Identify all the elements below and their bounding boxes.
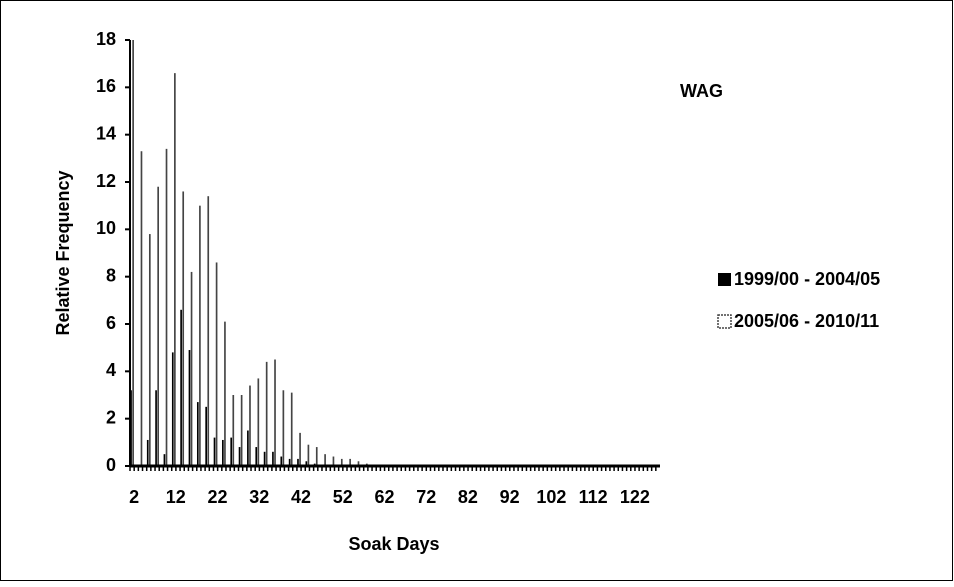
y-axis-title: Relative Frequency [53,170,73,335]
bar [163,454,166,466]
legend-marker [717,314,732,329]
bar [157,186,160,466]
x-tick-label: 12 [166,487,186,507]
y-tick-label: 10 [96,218,116,238]
bar [146,439,149,466]
bar [297,458,299,466]
bar [224,321,226,466]
legend-label: 1999/00 - 2004/05 [734,269,880,289]
y-tick-label: 0 [106,455,116,475]
legend-marker [718,273,731,286]
x-tick-label: 22 [208,487,228,507]
bar [232,395,235,466]
bar [207,196,210,466]
bar [324,454,326,466]
bar [213,437,216,466]
bar [230,437,233,466]
bar [332,456,335,466]
x-tick-label: 122 [620,487,650,507]
x-tick-label: 62 [374,487,394,507]
x-tick-label: 112 [579,487,608,507]
bar [349,458,351,466]
y-tick-label: 12 [96,171,116,191]
bar [272,451,274,466]
x-axis-title: Soak Days [348,534,439,554]
bar [305,461,308,466]
bar [280,456,283,466]
bar [132,40,134,466]
legend-label: 2005/06 - 2010/11 [734,311,879,331]
bar [307,444,310,466]
bar [155,390,157,466]
x-tick-label: 92 [500,487,520,507]
bar [140,151,143,466]
x-tick-label: 102 [536,487,566,507]
chart-title: WAG [680,81,723,101]
bar [290,392,293,466]
bar [265,361,268,466]
x-tick-label: 42 [291,487,311,507]
bar [182,191,185,466]
y-tick-label: 16 [96,76,116,96]
bar [240,395,243,466]
bar [188,350,191,466]
y-tick-label: 8 [106,265,116,285]
bar [215,262,218,466]
bar [288,458,291,466]
bar [255,447,258,466]
bar [238,447,241,466]
x-tick-label: 82 [458,487,478,507]
bar [148,234,151,466]
x-tick-label: 32 [249,487,269,507]
bar [315,447,318,466]
bar [299,432,301,466]
bar [249,385,251,466]
y-tick-label: 14 [96,123,116,143]
bar [247,430,249,466]
bar [282,390,285,466]
y-tick-label: 4 [106,360,116,380]
bar [130,390,132,466]
x-tick-label: 72 [416,487,436,507]
bar [190,271,193,466]
bar [274,359,276,466]
y-tick-label: 18 [96,29,116,49]
bar [196,402,199,466]
bar [199,205,201,466]
bar [171,352,174,466]
bar [180,309,182,466]
y-tick-label: 2 [106,407,116,427]
bar [263,451,266,466]
bar [165,148,168,466]
x-tick-label: 52 [333,487,353,507]
bar [257,378,260,466]
y-tick-label: 6 [106,313,116,333]
x-tick-label: 2 [129,487,139,507]
bar [222,439,224,466]
bar [340,458,343,466]
bar [357,461,360,466]
bar [174,73,176,466]
bar [205,406,207,466]
